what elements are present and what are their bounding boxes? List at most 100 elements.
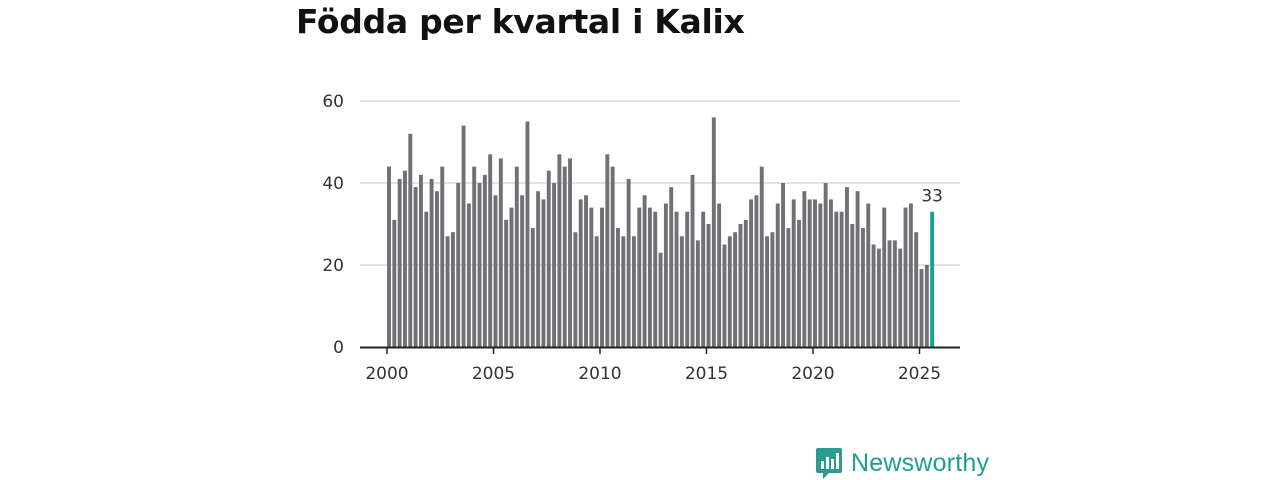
brand-logo: Newsworthy xyxy=(815,446,989,480)
bar xyxy=(765,236,770,347)
bar xyxy=(413,187,418,347)
bar xyxy=(759,166,764,347)
bar xyxy=(626,178,631,347)
bars xyxy=(387,117,935,348)
bar xyxy=(647,207,652,347)
bar xyxy=(706,224,711,347)
bar xyxy=(621,236,626,347)
bar xyxy=(408,133,413,347)
bar xyxy=(600,207,604,347)
bar xyxy=(616,228,620,347)
bar xyxy=(562,166,567,347)
bar xyxy=(419,174,423,347)
bar xyxy=(434,191,439,347)
bar xyxy=(536,191,541,347)
bar xyxy=(855,191,860,347)
bar xyxy=(477,183,482,347)
bar xyxy=(813,199,817,347)
bar xyxy=(424,211,429,347)
bar xyxy=(450,232,455,347)
bar xyxy=(892,240,897,347)
bar xyxy=(770,232,775,347)
x-tick-label: 2010 xyxy=(578,364,621,384)
bar xyxy=(722,244,727,347)
bar xyxy=(754,195,759,347)
bar xyxy=(552,183,557,347)
bar xyxy=(509,207,514,347)
bar xyxy=(520,195,525,347)
bar xyxy=(498,158,503,347)
bar xyxy=(472,166,477,347)
bar xyxy=(701,211,706,347)
y-tick-label: 60 xyxy=(322,92,344,112)
bar xyxy=(589,207,594,347)
bar xyxy=(514,166,519,347)
bar xyxy=(568,158,572,347)
bar xyxy=(392,219,397,347)
y-tick-label: 0 xyxy=(333,338,344,358)
bar xyxy=(658,252,663,347)
bar xyxy=(653,211,658,347)
bar xyxy=(440,166,445,347)
bar xyxy=(876,248,881,347)
y-tick-label: 20 xyxy=(322,256,344,276)
bar xyxy=(461,125,466,347)
bar xyxy=(781,183,785,347)
bar xyxy=(679,236,684,347)
bar xyxy=(743,219,748,347)
bar xyxy=(749,199,754,347)
bar xyxy=(530,228,535,347)
bar xyxy=(711,117,716,348)
bar xyxy=(695,240,700,347)
bar xyxy=(924,265,929,347)
bar xyxy=(504,219,509,347)
last-value-label: 33 xyxy=(921,187,943,207)
newsworthy-logo-icon xyxy=(816,448,842,479)
bar xyxy=(882,207,887,347)
bar xyxy=(488,154,493,347)
bar xyxy=(546,170,551,347)
y-axis-labels: 0 20 40 60 xyxy=(322,92,344,358)
bar xyxy=(445,236,450,347)
bar xyxy=(860,228,865,347)
x-tick-label: 2020 xyxy=(791,364,834,384)
bar xyxy=(674,211,679,347)
bar xyxy=(775,203,780,347)
bar xyxy=(642,195,647,347)
bar xyxy=(839,211,844,347)
brand-name: Newsworthy xyxy=(851,448,990,477)
bar xyxy=(482,174,487,347)
bar xyxy=(829,199,833,347)
bar xyxy=(663,203,668,347)
bar xyxy=(738,224,743,347)
bar xyxy=(791,199,796,347)
bar xyxy=(845,187,849,347)
bar xyxy=(818,203,823,347)
bar xyxy=(557,154,562,347)
bar xyxy=(914,232,919,347)
bar xyxy=(397,178,402,347)
x-tick-label: 2015 xyxy=(685,364,728,384)
bar-chart: 0 20 40 60 2000 2005 2010 2015 2020 2025 33 xyxy=(322,92,960,384)
y-tick-label: 40 xyxy=(322,174,344,194)
bar xyxy=(541,199,546,347)
bar xyxy=(802,191,807,347)
bar xyxy=(637,207,642,347)
bar xyxy=(578,199,583,347)
bar xyxy=(834,211,839,347)
bar xyxy=(493,195,498,347)
bar xyxy=(690,174,695,347)
bar xyxy=(456,183,461,347)
x-tick-label: 2025 xyxy=(898,364,941,384)
bar xyxy=(685,211,690,347)
bar xyxy=(403,170,407,347)
chart-title: Födda per kvartal i Kalix xyxy=(296,2,745,41)
bar xyxy=(605,154,610,347)
bar xyxy=(594,236,599,347)
bar xyxy=(525,121,530,347)
bar xyxy=(429,178,434,347)
bar xyxy=(584,195,588,347)
bar xyxy=(823,183,828,347)
bar xyxy=(866,203,871,347)
bar xyxy=(850,224,855,347)
